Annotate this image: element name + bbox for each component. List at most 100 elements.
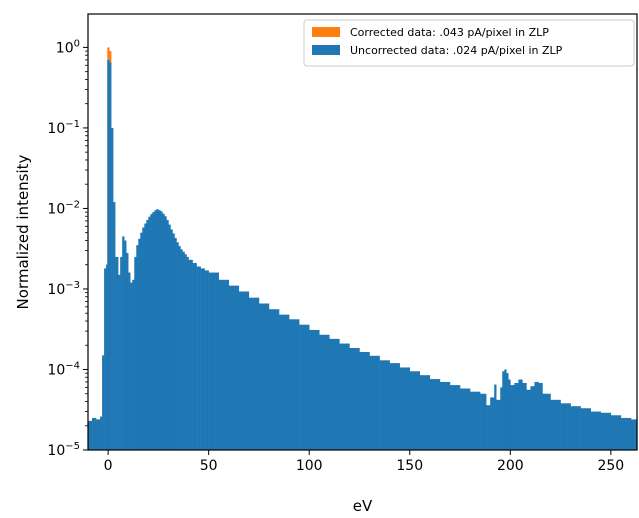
uncorrected-bar (530, 386, 535, 450)
uncorrected-bar (550, 399, 561, 450)
uncorrected-bar (419, 375, 431, 450)
uncorrected-bar (96, 419, 101, 450)
uncorrected-bar (486, 405, 491, 450)
uncorrected-bar (480, 393, 487, 450)
legend-swatch-corrected (312, 27, 340, 37)
uncorrected-bar (140, 232, 143, 450)
uncorrected-bar (150, 214, 153, 450)
uncorrected-bar (470, 391, 481, 450)
uncorrected-bar (142, 227, 145, 450)
uncorrected-bar (610, 415, 622, 450)
x-tick-label: 100 (296, 458, 323, 474)
uncorrected-bar (104, 268, 107, 450)
uncorrected-bar (600, 412, 612, 450)
uncorrected-bar (186, 256, 189, 450)
uncorrected-bar (92, 417, 97, 450)
uncorrected-bar (329, 338, 340, 450)
uncorrected-bar (289, 319, 300, 450)
uncorrected-bar (126, 252, 129, 450)
uncorrected-bar (107, 59, 110, 451)
x-tick-label: 50 (200, 458, 218, 474)
uncorrected-bar (188, 259, 193, 450)
uncorrected-bar (166, 219, 169, 450)
uncorrected-bar (460, 388, 471, 450)
uncorrected-bar (496, 399, 501, 450)
uncorrected-bar (100, 416, 103, 450)
uncorrected-bar (389, 363, 400, 450)
uncorrected-bar (109, 62, 112, 451)
legend-label-corrected: Corrected data: .043 pA/pixel in ZLP (350, 26, 549, 39)
uncorrected-bar (158, 210, 161, 450)
uncorrected-bar (88, 420, 93, 450)
uncorrected-bar (258, 303, 270, 450)
uncorrected-bar (162, 213, 165, 450)
uncorrected-bar (510, 385, 515, 450)
legend-swatch-uncorrected (312, 45, 340, 55)
x-axis: 0 50 100 150 200 250 (104, 450, 624, 474)
uncorrected-bar (146, 219, 149, 450)
uncorrected-bar (508, 379, 511, 450)
y-tick-label: 10−5 (47, 441, 80, 459)
x-tick-label: 200 (497, 458, 524, 474)
uncorrected-bar (349, 347, 360, 450)
y-tick-label: 10−3 (47, 280, 80, 298)
uncorrected-bar (134, 256, 137, 450)
uncorrected-bar (132, 279, 135, 450)
uncorrected-bar (560, 403, 571, 450)
uncorrected-bar (399, 367, 411, 450)
uncorrected-bar (500, 387, 503, 450)
legend-box (303, 19, 635, 67)
uncorrected-bar (514, 382, 519, 450)
uncorrected-bar (238, 291, 250, 450)
y-axis-label: Normalized intensity (14, 154, 32, 309)
uncorrected-bar (309, 329, 320, 450)
uncorrected-bar (160, 211, 163, 450)
y-tick-label: 10−1 (47, 119, 80, 137)
uncorrected-bar (359, 351, 370, 450)
uncorrected-bar (490, 397, 495, 450)
uncorrected-bar (570, 406, 581, 450)
uncorrected-bar (534, 381, 539, 450)
uncorrected-bar (111, 127, 114, 450)
uncorrected-bar (136, 245, 139, 450)
uncorrected-bar (268, 309, 280, 450)
uncorrected-bar (178, 246, 181, 450)
uncorrected-bar (102, 355, 105, 450)
x-tick-label: 250 (597, 458, 624, 474)
uncorrected-bar (115, 256, 119, 450)
uncorrected-bar (184, 254, 187, 450)
x-axis-label: eV (353, 497, 373, 515)
uncorrected-bar (106, 264, 108, 450)
uncorrected-bar (494, 384, 497, 450)
uncorrected-bar (113, 202, 116, 450)
uncorrected-bar (120, 256, 123, 450)
uncorrected-bar (248, 297, 260, 450)
uncorrected-bar (138, 238, 141, 450)
uncorrected-bar (154, 210, 157, 450)
uncorrected-bar (168, 224, 171, 450)
uncorrected-bar (522, 382, 527, 450)
uncorrected-bar (122, 236, 125, 450)
x-tick-label: 150 (396, 458, 423, 474)
uncorrected-bar (518, 379, 523, 450)
uncorrected-bar (192, 263, 197, 450)
legend: Corrected data: .043 pA/pixel in ZLP Unc… (303, 19, 635, 67)
uncorrected-bar (526, 389, 531, 450)
uncorrected-bar (130, 282, 133, 450)
x-tick-label: 0 (104, 458, 113, 474)
uncorrected-bar (170, 229, 173, 450)
uncorrected-bar (228, 285, 240, 450)
uncorrected-bar (339, 343, 350, 450)
legend-label-uncorrected: Uncorrected data: .024 pA/pixel in ZLP (350, 44, 563, 57)
uncorrected-bar (319, 334, 330, 450)
uncorrected-bar (118, 274, 121, 450)
y-tick-label: 10−2 (47, 199, 80, 217)
uncorrected-bar (144, 223, 147, 450)
uncorrected-bar (208, 272, 219, 450)
uncorrected-bar (182, 251, 185, 450)
uncorrected-bar (630, 419, 638, 450)
uncorrected-bar (172, 233, 175, 450)
y-tick-label: 100 (56, 38, 80, 56)
uncorrected-bar (156, 209, 159, 450)
